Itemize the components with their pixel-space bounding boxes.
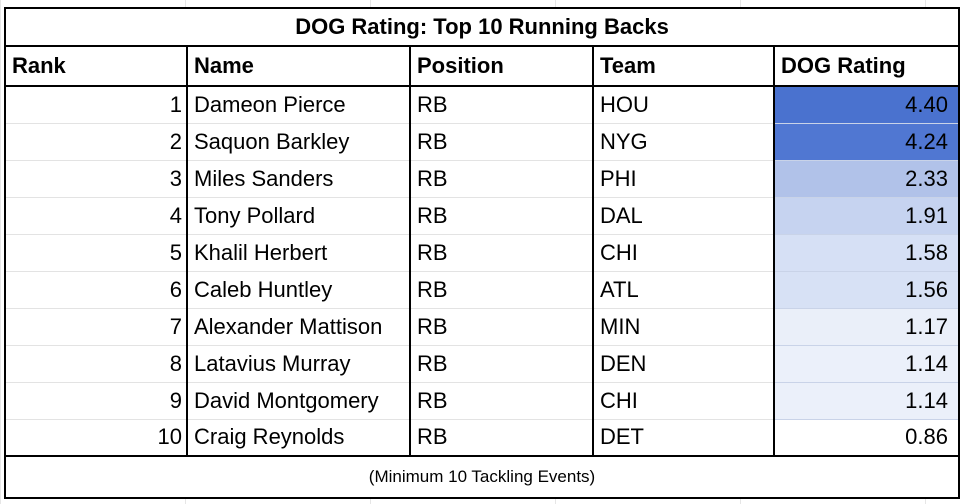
header-rank[interactable]: Rank <box>6 47 188 87</box>
position-cell[interactable]: RB <box>410 160 594 198</box>
team-cell[interactable]: NYG <box>593 123 775 161</box>
name-cell[interactable]: Dameon Pierce <box>187 86 411 124</box>
dog-rating-cell[interactable]: 1.56 <box>774 271 958 309</box>
table-row: 8 Latavius Murray RB DEN 1.14 <box>6 345 958 383</box>
table-row: 4 Tony Pollard RB DAL 1.91 <box>6 197 958 235</box>
dog-rating-cell[interactable]: 4.40 <box>774 86 958 124</box>
name-cell[interactable]: Alexander Mattison <box>187 308 411 346</box>
name-cell[interactable]: Saquon Barkley <box>187 123 411 161</box>
name-cell[interactable]: Caleb Huntley <box>187 271 411 309</box>
dog-rating-cell[interactable]: 4.24 <box>774 123 958 161</box>
rank-cell[interactable]: 3 <box>6 160 188 198</box>
dog-rating-cell[interactable]: 0.86 <box>774 419 958 457</box>
dog-rating-cell[interactable]: 1.91 <box>774 197 958 235</box>
team-cell[interactable]: DEN <box>593 345 775 383</box>
rank-cell[interactable]: 1 <box>6 86 188 124</box>
table-row: 6 Caleb Huntley RB ATL 1.56 <box>6 271 958 309</box>
header-dog-rating[interactable]: DOG Rating <box>774 47 958 87</box>
position-cell[interactable]: RB <box>410 345 594 383</box>
table-row: 9 David Montgomery RB CHI 1.14 <box>6 382 958 420</box>
header-position[interactable]: Position <box>410 47 594 87</box>
position-cell[interactable]: RB <box>410 234 594 272</box>
team-cell[interactable]: HOU <box>593 86 775 124</box>
dog-rating-cell[interactable]: 1.14 <box>774 382 958 420</box>
table-row: 2 Saquon Barkley RB NYG 4.24 <box>6 123 958 161</box>
position-cell[interactable]: RB <box>410 86 594 124</box>
table-footnote: (Minimum 10 Tackling Events) <box>368 467 596 486</box>
position-cell[interactable]: RB <box>410 382 594 420</box>
rank-cell[interactable]: 8 <box>6 345 188 383</box>
rank-cell[interactable]: 10 <box>6 419 188 457</box>
position-cell[interactable]: RB <box>410 419 594 457</box>
rank-cell[interactable]: 7 <box>6 308 188 346</box>
dog-rating-cell[interactable]: 2.33 <box>774 160 958 198</box>
header-row: Rank Name Position Team DOG Rating <box>6 47 958 87</box>
rank-cell[interactable]: 9 <box>6 382 188 420</box>
name-cell[interactable]: Khalil Herbert <box>187 234 411 272</box>
rank-cell[interactable]: 6 <box>6 271 188 309</box>
position-cell[interactable]: RB <box>410 308 594 346</box>
position-cell[interactable]: RB <box>410 197 594 235</box>
dog-rating-cell[interactable]: 1.58 <box>774 234 958 272</box>
rank-cell[interactable]: 4 <box>6 197 188 235</box>
header-team[interactable]: Team <box>593 47 775 87</box>
table-row: 7 Alexander Mattison RB MIN 1.17 <box>6 308 958 346</box>
team-cell[interactable]: CHI <box>593 382 775 420</box>
name-cell[interactable]: Craig Reynolds <box>187 419 411 457</box>
table-title: DOG Rating: Top 10 Running Backs <box>6 9 958 47</box>
team-cell[interactable]: CHI <box>593 234 775 272</box>
name-cell[interactable]: Latavius Murray <box>187 345 411 383</box>
position-cell[interactable]: RB <box>410 123 594 161</box>
name-cell[interactable]: Tony Pollard <box>187 197 411 235</box>
rating-table: Rank Name Position Team DOG Rating 1 Dame… <box>6 47 958 457</box>
table-row: 10 Craig Reynolds RB DET 0.86 <box>6 419 958 457</box>
team-cell[interactable]: DAL <box>593 197 775 235</box>
rating-table-container: DOG Rating: Top 10 Running Backs Rank Na… <box>4 7 960 499</box>
table-row: 5 Khalil Herbert RB CHI 1.58 <box>6 234 958 272</box>
header-name[interactable]: Name <box>187 47 411 87</box>
rank-cell[interactable]: 5 <box>6 234 188 272</box>
dog-rating-cell[interactable]: 1.14 <box>774 345 958 383</box>
table-row: 3 Miles Sanders RB PHI 2.33 <box>6 160 958 198</box>
team-cell[interactable]: PHI <box>593 160 775 198</box>
table-row: 1 Dameon Pierce RB HOU 4.40 <box>6 86 958 124</box>
name-cell[interactable]: David Montgomery <box>187 382 411 420</box>
rank-cell[interactable]: 2 <box>6 123 188 161</box>
team-cell[interactable]: DET <box>593 419 775 457</box>
position-cell[interactable]: RB <box>410 271 594 309</box>
table-body: 1 Dameon Pierce RB HOU 4.40 2 Saquon Barkley RB… <box>6 86 958 457</box>
team-cell[interactable]: ATL <box>593 271 775 309</box>
dog-rating-cell[interactable]: 1.17 <box>774 308 958 346</box>
team-cell[interactable]: MIN <box>593 308 775 346</box>
name-cell[interactable]: Miles Sanders <box>187 160 411 198</box>
